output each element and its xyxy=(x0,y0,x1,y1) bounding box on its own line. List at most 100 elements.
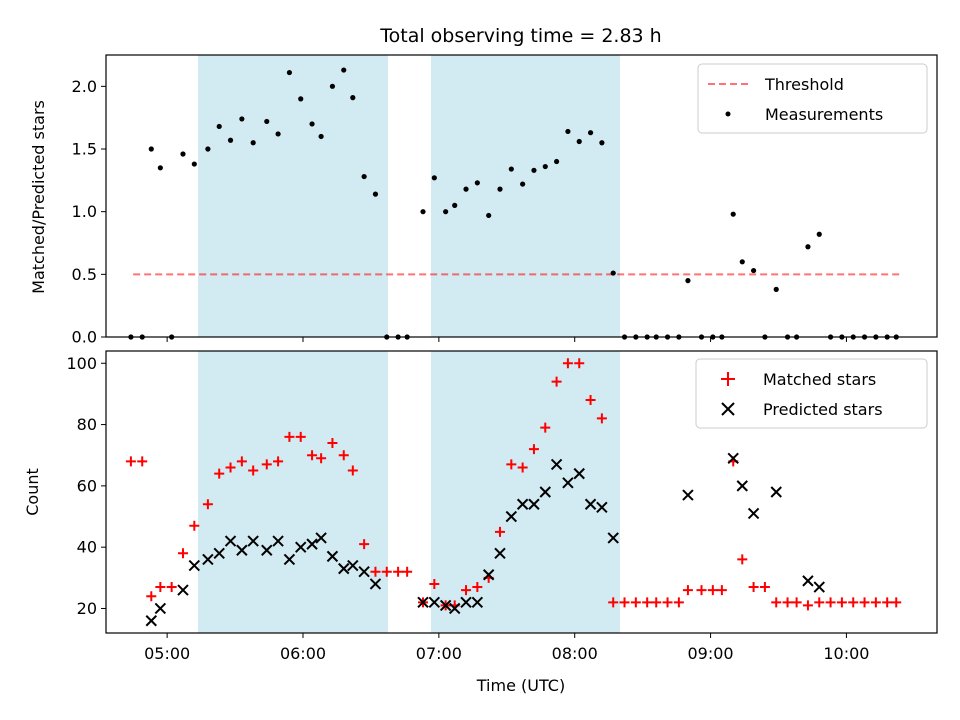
matched-star-point xyxy=(673,597,684,608)
measurement-point xyxy=(309,121,315,127)
predicted-star-point xyxy=(347,559,359,572)
matched-star-point xyxy=(802,600,813,611)
measurement-point xyxy=(599,140,605,146)
y-tick-label: 1.0 xyxy=(72,202,97,221)
measurement-point xyxy=(452,202,458,208)
matched-star-point xyxy=(716,585,727,596)
y-tick-label: 80 xyxy=(77,415,97,434)
predicted-star-point xyxy=(596,501,608,514)
measurement-point xyxy=(497,186,503,192)
predicted-star-point xyxy=(770,486,782,498)
measurement-point xyxy=(431,175,437,181)
matched-star-point xyxy=(393,566,404,577)
measurement-point xyxy=(553,158,560,165)
predicted-star-point xyxy=(283,553,296,566)
measurement-point xyxy=(486,212,492,219)
matched-star-point xyxy=(295,431,306,442)
top-legend: Threshold Measurements xyxy=(697,63,928,134)
matched-star-point xyxy=(472,582,483,593)
matched-star-point xyxy=(261,459,272,470)
matched-star-point xyxy=(248,465,259,476)
matched-star-point xyxy=(540,422,551,433)
predicted-star-point xyxy=(471,596,484,609)
measurement-point xyxy=(508,166,514,172)
measurement-point xyxy=(318,133,324,140)
predicted-star-point xyxy=(607,532,619,544)
legend-plus-mark xyxy=(721,372,735,386)
measurement-point xyxy=(531,167,537,173)
bottom-legend-box xyxy=(695,358,928,429)
matched-star-point xyxy=(619,597,630,608)
measurement-point xyxy=(205,146,211,152)
matched-star-point xyxy=(825,597,836,608)
predicted-star-point xyxy=(213,547,225,560)
matched-star-point xyxy=(517,462,528,473)
predicted-star-point xyxy=(224,535,237,547)
top-axes: 0.00.51.01.52.0 Matched/Predicted stars … xyxy=(29,54,938,347)
matched-star-point xyxy=(273,456,284,467)
measurement-point xyxy=(329,83,336,89)
bottom-axes: 20 40 60 80 100 05:00 06:00 07:00 08:00 09:00 10:… xyxy=(23,350,938,695)
matched-star-point xyxy=(189,520,200,531)
matched-star-point xyxy=(596,413,607,424)
matched-star-point xyxy=(759,582,770,593)
matched-star-point xyxy=(630,597,641,608)
measurement-point xyxy=(216,123,222,130)
y-tick-label: 100 xyxy=(66,354,97,373)
measurement-point xyxy=(239,116,245,122)
matched-star-point xyxy=(236,456,247,467)
matched-star-point xyxy=(327,437,338,448)
predicted-star-point xyxy=(261,544,273,556)
matched-star-point xyxy=(461,585,472,596)
predicted-star-point xyxy=(482,569,495,581)
legend-predicted-label: Predicted stars xyxy=(763,400,883,419)
legend-predicted-swatch xyxy=(721,402,735,416)
top-axes-frame xyxy=(105,54,938,338)
matched-star-point xyxy=(574,358,585,369)
legend-measurement-swatch xyxy=(725,111,731,117)
y-tick-label: 60 xyxy=(77,476,97,495)
matched-star-point xyxy=(562,358,573,369)
predicted-star-point xyxy=(295,541,307,553)
matched-star-point xyxy=(307,450,318,461)
matched-star-point xyxy=(662,597,673,608)
measurement-point xyxy=(520,181,526,187)
measurement-point xyxy=(264,118,270,125)
observing-window-span xyxy=(431,351,620,633)
predicted-star-point xyxy=(315,532,327,544)
matched-star-point xyxy=(225,462,236,473)
matched-star-point xyxy=(748,582,759,593)
predicted-star-point xyxy=(539,486,551,498)
x-tick-label: 05:00 xyxy=(144,644,190,663)
y-tick-label: 1.5 xyxy=(72,140,97,159)
matched-star-point xyxy=(137,456,148,467)
predicted-star-point xyxy=(236,544,248,556)
predicted-star-point xyxy=(439,599,452,612)
matched-star-point xyxy=(848,597,859,608)
matched-star-point xyxy=(870,597,881,608)
matched-star-point xyxy=(429,578,440,589)
matched-star-point xyxy=(402,566,413,577)
x-tick-label: 09:00 xyxy=(688,644,734,663)
legend-threshold-label: Threshold xyxy=(764,75,844,94)
predicted-star-point xyxy=(584,498,597,510)
measurement-point xyxy=(463,186,469,192)
predicted-star-point xyxy=(528,498,540,510)
measurement-point xyxy=(730,211,736,217)
x-tick-label: 08:00 xyxy=(552,644,598,663)
measurement-point xyxy=(773,286,779,292)
measurement-point xyxy=(227,137,234,143)
predicted-star-point xyxy=(188,559,201,572)
predicted-star-point xyxy=(550,458,563,471)
matched-star-point xyxy=(771,597,782,608)
legend-matched-label: Matched stars xyxy=(763,370,876,389)
predicted-star-point xyxy=(154,602,167,615)
predicted-star-point xyxy=(494,547,506,560)
x-tick-label: 10:00 xyxy=(823,644,869,663)
matched-star-point xyxy=(836,597,847,608)
predicted-star-point xyxy=(202,553,214,566)
matched-star-point xyxy=(146,591,157,602)
predicted-star-point xyxy=(516,498,529,510)
matched-star-point xyxy=(682,585,693,596)
